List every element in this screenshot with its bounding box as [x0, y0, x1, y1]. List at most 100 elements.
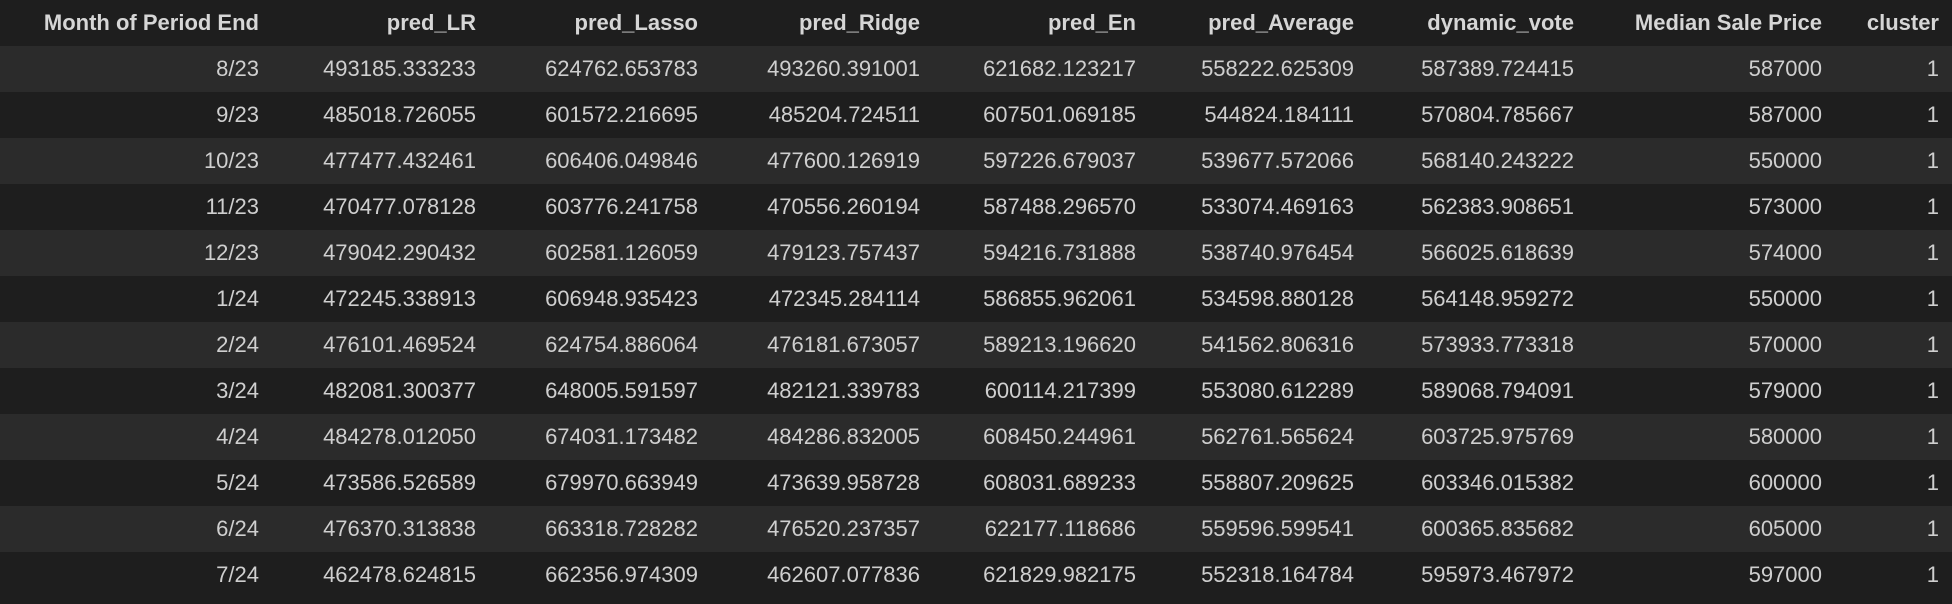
cell-pred-lasso: 624754.886064	[489, 322, 711, 368]
cell-median-sale-price: 550000	[1587, 276, 1835, 322]
table-row[interactable]: 8/23 493185.333233 624762.653783 493260.391…	[0, 46, 1952, 92]
table-row[interactable]: 10/23 477477.432461 606406.049846 477600.12…	[0, 138, 1952, 184]
cell-pred-en: 622177.118686	[933, 506, 1149, 552]
cell-cluster: 1	[1835, 322, 1952, 368]
cell-pred-en: 607501.069185	[933, 92, 1149, 138]
cell-pred-ridge: 484286.832005	[711, 414, 933, 460]
cell-dynamic-vote: 603725.975769	[1367, 414, 1587, 460]
cell-pred-en: 597226.679037	[933, 138, 1149, 184]
cell-dynamic-vote: 600365.835682	[1367, 506, 1587, 552]
cell-cluster: 1	[1835, 506, 1952, 552]
cell-pred-lr: 479042.290432	[272, 230, 489, 276]
cell-cluster: 1	[1835, 276, 1952, 322]
cell-pred-lr: 462478.624815	[272, 552, 489, 598]
table-row[interactable]: 7/24 462478.624815 662356.974309 462607.077…	[0, 552, 1952, 598]
cell-pred-lasso: 648005.591597	[489, 368, 711, 414]
cell-pred-lr: 473586.526589	[272, 460, 489, 506]
cell-month: 7/24	[0, 552, 272, 598]
cell-month: 9/23	[0, 92, 272, 138]
cell-median-sale-price: 579000	[1587, 368, 1835, 414]
cell-pred-average: 541562.806316	[1149, 322, 1367, 368]
cell-pred-average: 559596.599541	[1149, 506, 1367, 552]
cell-median-sale-price: 587000	[1587, 92, 1835, 138]
cell-pred-lasso: 601572.216695	[489, 92, 711, 138]
cell-month: 3/24	[0, 368, 272, 414]
table-row[interactable]: 6/24 476370.313838 663318.728282 476520.237…	[0, 506, 1952, 552]
column-header-pred-average[interactable]: pred_Average	[1149, 0, 1367, 46]
cell-pred-en: 600114.217399	[933, 368, 1149, 414]
cell-pred-lr: 470477.078128	[272, 184, 489, 230]
cell-pred-lr: 493185.333233	[272, 46, 489, 92]
cell-pred-lr: 477477.432461	[272, 138, 489, 184]
cell-pred-average: 539677.572066	[1149, 138, 1367, 184]
column-header-pred-lr[interactable]: pred_LR	[272, 0, 489, 46]
cell-pred-ridge: 482121.339783	[711, 368, 933, 414]
cell-pred-average: 558222.625309	[1149, 46, 1367, 92]
cell-cluster: 1	[1835, 138, 1952, 184]
column-header-median-sale-price[interactable]: Median Sale Price	[1587, 0, 1835, 46]
cell-pred-en: 594216.731888	[933, 230, 1149, 276]
cell-dynamic-vote: 568140.243222	[1367, 138, 1587, 184]
cell-month: 8/23	[0, 46, 272, 92]
table-row[interactable]: 3/24 482081.300377 648005.591597 482121.339…	[0, 368, 1952, 414]
cell-pred-ridge: 470556.260194	[711, 184, 933, 230]
cell-pred-lasso: 624762.653783	[489, 46, 711, 92]
cell-pred-lr: 472245.338913	[272, 276, 489, 322]
table-row[interactable]: 1/24 472245.338913 606948.935423 472345.284…	[0, 276, 1952, 322]
cell-month: 11/23	[0, 184, 272, 230]
cell-month: 12/23	[0, 230, 272, 276]
table-row[interactable]: 5/24 473586.526589 679970.663949 473639.958…	[0, 460, 1952, 506]
table-row[interactable]: 12/23 479042.290432 602581.126059 479123.75…	[0, 230, 1952, 276]
column-header-month[interactable]: Month of Period End	[0, 0, 272, 46]
cell-cluster: 1	[1835, 230, 1952, 276]
cell-month: 10/23	[0, 138, 272, 184]
cell-median-sale-price: 580000	[1587, 414, 1835, 460]
table-row[interactable]: 11/23 470477.078128 603776.241758 470556.26…	[0, 184, 1952, 230]
cell-pred-lasso: 663318.728282	[489, 506, 711, 552]
cell-median-sale-price: 570000	[1587, 322, 1835, 368]
cell-dynamic-vote: 573933.773318	[1367, 322, 1587, 368]
cell-pred-lr: 485018.726055	[272, 92, 489, 138]
cell-month: 1/24	[0, 276, 272, 322]
cell-pred-ridge: 485204.724511	[711, 92, 933, 138]
cell-pred-ridge: 476520.237357	[711, 506, 933, 552]
cell-pred-ridge: 462607.077836	[711, 552, 933, 598]
column-header-pred-en[interactable]: pred_En	[933, 0, 1149, 46]
cell-pred-lasso: 674031.173482	[489, 414, 711, 460]
table-row[interactable]: 9/23 485018.726055 601572.216695 485204.724…	[0, 92, 1952, 138]
cell-cluster: 1	[1835, 92, 1952, 138]
cell-cluster: 1	[1835, 552, 1952, 598]
cell-dynamic-vote: 570804.785667	[1367, 92, 1587, 138]
cell-median-sale-price: 573000	[1587, 184, 1835, 230]
cell-dynamic-vote: 603346.015382	[1367, 460, 1587, 506]
cell-median-sale-price: 605000	[1587, 506, 1835, 552]
column-header-pred-lasso[interactable]: pred_Lasso	[489, 0, 711, 46]
cell-month: 4/24	[0, 414, 272, 460]
cell-pred-lasso: 679970.663949	[489, 460, 711, 506]
cell-pred-lr: 484278.012050	[272, 414, 489, 460]
header-row: Month of Period End pred_LR pred_Lasso p…	[0, 0, 1952, 46]
cell-pred-en: 586855.962061	[933, 276, 1149, 322]
cell-pred-lr: 476370.313838	[272, 506, 489, 552]
cell-pred-average: 558807.209625	[1149, 460, 1367, 506]
column-header-dynamic-vote[interactable]: dynamic_vote	[1367, 0, 1587, 46]
cell-pred-ridge: 493260.391001	[711, 46, 933, 92]
cell-pred-lasso: 603776.241758	[489, 184, 711, 230]
column-header-pred-ridge[interactable]: pred_Ridge	[711, 0, 933, 46]
cell-cluster: 1	[1835, 460, 1952, 506]
cell-dynamic-vote: 595973.467972	[1367, 552, 1587, 598]
cell-pred-ridge: 473639.958728	[711, 460, 933, 506]
cell-pred-lr: 482081.300377	[272, 368, 489, 414]
cell-cluster: 1	[1835, 46, 1952, 92]
cell-pred-ridge: 472345.284114	[711, 276, 933, 322]
table-row[interactable]: 4/24 484278.012050 674031.173482 484286.832…	[0, 414, 1952, 460]
cell-pred-ridge: 477600.126919	[711, 138, 933, 184]
table-body: 8/23 493185.333233 624762.653783 493260.391…	[0, 46, 1952, 598]
cell-dynamic-vote: 566025.618639	[1367, 230, 1587, 276]
cell-median-sale-price: 597000	[1587, 552, 1835, 598]
cell-pred-en: 589213.196620	[933, 322, 1149, 368]
column-header-cluster[interactable]: cluster	[1835, 0, 1952, 46]
table-row[interactable]: 2/24 476101.469524 624754.886064 476181.673…	[0, 322, 1952, 368]
cell-median-sale-price: 550000	[1587, 138, 1835, 184]
